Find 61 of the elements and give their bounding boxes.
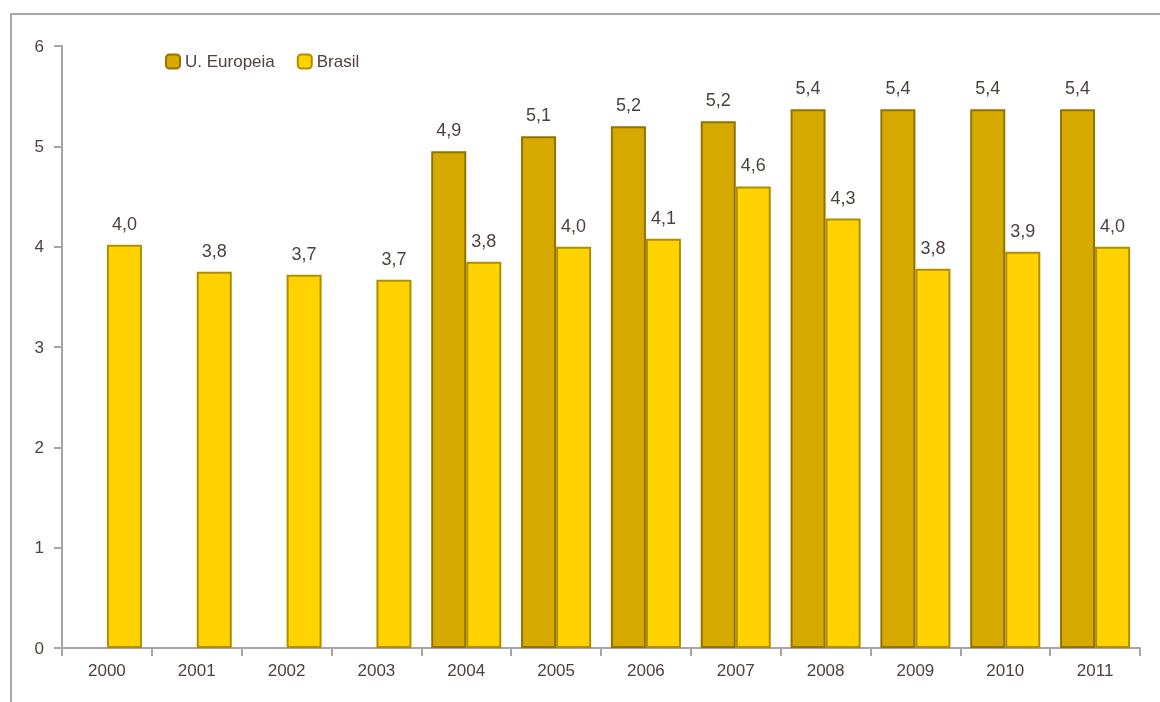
data-label: 4,0	[1100, 215, 1126, 236]
data-label: 4,0	[561, 215, 587, 236]
data-label: 3,8	[201, 240, 227, 261]
legend-label: U. Europeia	[185, 52, 276, 71]
x-tick-label: 2002	[267, 661, 306, 680]
bar	[466, 261, 502, 648]
data-label: 4,9	[436, 120, 462, 141]
x-tick-label: 2004	[447, 661, 486, 680]
y-tick-label: 3	[34, 337, 44, 357]
bar	[431, 151, 467, 648]
bar	[915, 268, 951, 648]
data-label: 4,0	[111, 213, 137, 234]
data-label: 5,4	[795, 78, 821, 99]
bar	[970, 109, 1006, 648]
y-tick-label: 2	[34, 437, 44, 457]
bar	[1005, 251, 1041, 648]
bar	[521, 136, 557, 648]
bar	[196, 271, 232, 648]
bar	[700, 121, 736, 648]
data-label: 4,3	[830, 187, 856, 208]
bar	[286, 274, 322, 648]
data-label: 3,7	[291, 243, 317, 264]
bar	[645, 238, 681, 648]
data-label: 4,6	[740, 155, 766, 176]
data-label: 3,7	[381, 248, 407, 269]
y-tick-label: 1	[34, 538, 44, 558]
data-label: 3,8	[920, 237, 946, 258]
x-tick-label: 2011	[1076, 661, 1114, 680]
bar	[790, 109, 826, 648]
data-label: 5,4	[885, 78, 911, 99]
x-tick-label: 2008	[806, 661, 845, 680]
bar	[825, 218, 861, 648]
data-label: 5,2	[615, 95, 641, 116]
bar	[556, 246, 592, 648]
x-tick-label: 2003	[357, 661, 396, 680]
data-label: 5,4	[1065, 78, 1091, 99]
y-tick-label: 5	[34, 136, 44, 156]
x-tick-label: 2006	[627, 661, 665, 680]
x-tick-label: 2000	[88, 661, 126, 680]
data-label: 4,1	[650, 207, 676, 228]
data-label: 5,4	[975, 78, 1001, 99]
bar	[880, 109, 916, 648]
bar	[106, 244, 142, 648]
data-label: 5,1	[526, 105, 552, 126]
x-tick-label: 2009	[896, 661, 935, 680]
x-tick-label: 2001	[177, 661, 216, 680]
bar	[610, 126, 646, 648]
data-label: 3,9	[1010, 220, 1036, 241]
bar	[735, 186, 771, 648]
bar	[1095, 246, 1131, 648]
x-tick-label: 2010	[986, 661, 1025, 680]
data-label: 3,8	[471, 230, 497, 251]
x-tick-label: 2007	[716, 661, 755, 680]
bar	[1060, 109, 1096, 648]
bar	[376, 279, 412, 648]
data-label: 5,2	[705, 90, 731, 111]
y-tick-label: 4	[34, 237, 44, 257]
x-tick-label: 2005	[537, 661, 575, 680]
y-tick-label: 0	[34, 638, 44, 658]
legend-label: Brasil	[316, 52, 360, 71]
y-tick-label: 6	[34, 36, 44, 56]
